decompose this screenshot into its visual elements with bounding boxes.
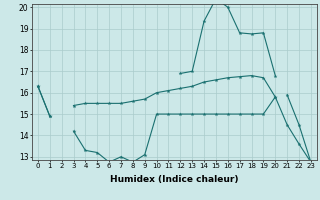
X-axis label: Humidex (Indice chaleur): Humidex (Indice chaleur) xyxy=(110,175,239,184)
